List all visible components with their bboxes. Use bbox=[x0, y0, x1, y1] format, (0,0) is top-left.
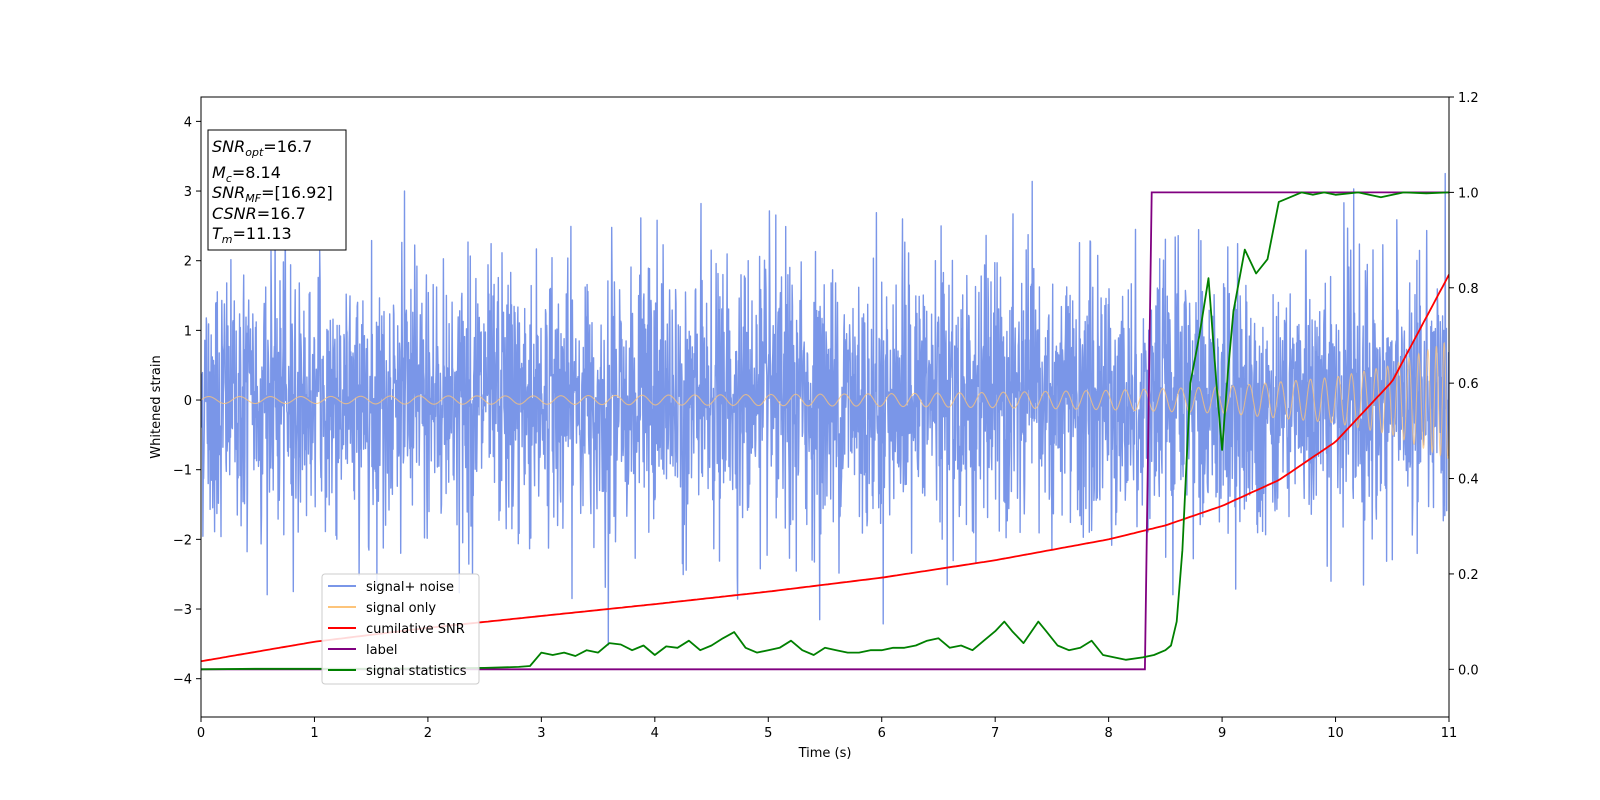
series-signal-only bbox=[201, 341, 1449, 459]
y2-tick-label: 0.6 bbox=[1458, 377, 1479, 392]
y2-tick-label: 1.2 bbox=[1458, 91, 1479, 106]
x-tick-label: 2 bbox=[424, 726, 432, 741]
x-tick-label: 4 bbox=[651, 726, 659, 741]
series-signal-noise bbox=[201, 172, 1449, 646]
legend-label-label: label bbox=[366, 643, 397, 658]
x-tick-label: 6 bbox=[878, 726, 886, 741]
y-tick-label: −2 bbox=[173, 533, 192, 548]
legend: signal+ noise signal only cumilative SNR… bbox=[321, 573, 480, 685]
info-tm: Tm=11.13 bbox=[212, 224, 292, 246]
series-signal-statistics bbox=[201, 191, 1449, 671]
x-tick-label: 11 bbox=[1441, 726, 1458, 741]
x-axis-label: Time (s) bbox=[798, 746, 852, 761]
legend-label-signal-noise: signal+ noise bbox=[366, 580, 454, 595]
x-tick-label: 0 bbox=[197, 726, 205, 741]
y-axis-label: Whitened strain bbox=[149, 355, 164, 458]
y2-tick-label: 0.8 bbox=[1458, 282, 1479, 297]
info-csnr: CSNR=16.7 bbox=[212, 204, 306, 223]
x-tick-label: 10 bbox=[1327, 726, 1344, 741]
plot-frame bbox=[200, 96, 1450, 718]
y-tick-label: −4 bbox=[173, 673, 192, 688]
x-tick-label: 9 bbox=[1218, 726, 1226, 741]
x-tick-label: 1 bbox=[310, 726, 318, 741]
info-snr-opt: SNRopt=16.7 bbox=[212, 137, 312, 159]
y-tick-label: 2 bbox=[184, 255, 192, 270]
info-box: SNRopt=16.7 Mc=8.14 SNRMF=[16.92] CSNR=1… bbox=[207, 129, 347, 251]
y-tick-label: −1 bbox=[173, 464, 192, 479]
info-mc: Mc=8.14 bbox=[212, 163, 281, 185]
y-tick-label: 3 bbox=[184, 185, 192, 200]
y-tick-label: 1 bbox=[184, 324, 192, 339]
y2-tick-label: 0.2 bbox=[1458, 568, 1479, 583]
y-tick-label: 0 bbox=[184, 394, 192, 409]
axes-layer: 0 1 2 3 4 5 6 7 8 9 10 11 −4 −3 −2 −1 0 1 2 3 4 0.0 0.2 0.4 0.6 0… bbox=[173, 91, 1479, 741]
x-tick-label: 8 bbox=[1104, 726, 1112, 741]
x-tick-label: 3 bbox=[537, 726, 545, 741]
info-box-frame bbox=[207, 129, 347, 251]
y2-tick-label: 0.4 bbox=[1458, 473, 1479, 488]
legend-label-signal-statistics: signal statistics bbox=[366, 664, 467, 679]
y2-tick-label: 1.0 bbox=[1458, 186, 1479, 201]
y-tick-label: 4 bbox=[184, 115, 192, 130]
legend-label-cumulative-snr: cumilative SNR bbox=[366, 622, 465, 637]
legend-label-signal-only: signal only bbox=[366, 601, 436, 616]
x-tick-label: 7 bbox=[991, 726, 999, 741]
y2-tick-label: 0.0 bbox=[1458, 663, 1479, 678]
y-tick-label: −3 bbox=[173, 603, 192, 618]
legend-frame bbox=[321, 573, 480, 685]
info-snr-mf: SNRMF=[16.92] bbox=[212, 183, 333, 205]
x-tick-label: 5 bbox=[764, 726, 772, 741]
